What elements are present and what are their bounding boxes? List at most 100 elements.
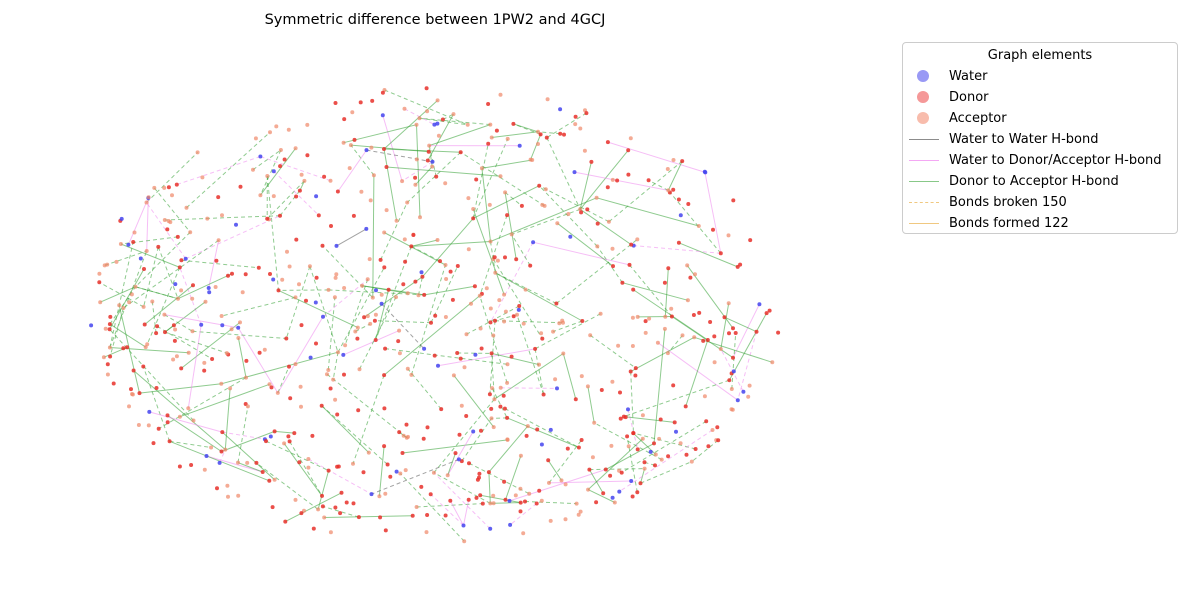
acceptor-node (398, 471, 403, 476)
acceptor-node (545, 97, 550, 102)
acceptor-node (287, 264, 292, 269)
donor-node (546, 458, 551, 463)
hbond-edge (123, 239, 219, 309)
donor-node (731, 355, 735, 360)
acceptor-node (491, 425, 496, 430)
acceptor-node (98, 300, 103, 305)
hbond-edge (488, 472, 491, 504)
hbond-edge (547, 460, 562, 481)
hbond-edge (259, 149, 282, 196)
acceptor-node (616, 343, 621, 348)
acceptor-node (402, 237, 407, 242)
hbond-edge (375, 289, 390, 341)
hbond-edge (380, 202, 408, 261)
hbond-edge (179, 383, 270, 418)
donor-node (478, 493, 483, 498)
acceptor-node (162, 185, 167, 190)
hbond-edge (143, 246, 159, 308)
acceptor-node (236, 493, 241, 498)
donor-node (378, 257, 383, 262)
acceptor-node (643, 330, 648, 335)
donor-node (580, 319, 585, 323)
hbond-edge (309, 266, 339, 353)
acceptor-node (325, 372, 329, 377)
donor-node (498, 404, 503, 409)
water-node (321, 314, 325, 319)
donor-node (174, 182, 179, 187)
hbond-edge (511, 208, 581, 235)
acceptor-node (219, 381, 224, 386)
acceptor-node (536, 142, 540, 146)
donor-node (595, 221, 600, 226)
donor-node (764, 311, 769, 316)
acceptor-node (578, 126, 583, 131)
hbond-edge (732, 303, 760, 358)
donor-node (163, 330, 167, 335)
acceptor-node (341, 140, 346, 145)
water-node (138, 256, 143, 261)
donor-node (579, 438, 584, 442)
acceptor-node (355, 325, 360, 330)
donor-node (633, 366, 638, 371)
donor-node (594, 500, 599, 505)
donor-node (421, 436, 426, 441)
donor-node (467, 461, 471, 466)
acceptor-marker-icon (917, 112, 929, 124)
acceptor-node (251, 167, 255, 172)
hbond-edge (463, 499, 470, 526)
donor-node (424, 86, 429, 91)
hbond-edge (410, 264, 446, 376)
acceptor-node (495, 258, 500, 263)
donor-node (244, 358, 249, 363)
acceptor-node (466, 247, 471, 252)
hbond-edge (344, 279, 369, 346)
acceptor-node (431, 470, 436, 475)
hbond-edge (324, 515, 413, 518)
donor-node (629, 242, 634, 247)
donor-node (666, 266, 671, 271)
acceptor-node (537, 362, 541, 367)
water-node (126, 242, 131, 247)
hbond-edge (546, 112, 587, 139)
acceptor-node (397, 328, 402, 333)
acceptor-node (588, 333, 593, 338)
acceptor-node (414, 505, 419, 509)
water-node (217, 460, 222, 465)
donor-node (459, 459, 464, 464)
donor-node (440, 117, 445, 122)
donor-node (425, 158, 430, 163)
water-node (488, 526, 493, 531)
donor-node (396, 339, 401, 344)
hbond-edge (513, 123, 541, 135)
acceptor-node (435, 98, 440, 103)
acceptor-node (403, 468, 408, 473)
donor-node (635, 490, 640, 495)
donor-node (129, 387, 133, 392)
acceptor-node (409, 372, 414, 377)
legend-item-donor: Donor (903, 87, 989, 107)
hbond-edge (277, 366, 290, 394)
donor-node (722, 315, 727, 320)
hbond-edge (383, 100, 438, 150)
water-node (610, 495, 615, 500)
acceptor-node (497, 298, 502, 303)
hbond-edge (491, 417, 508, 419)
hbond-edge (538, 185, 610, 223)
donor-node (276, 288, 281, 293)
donor-node (335, 412, 340, 417)
legend: Graph elements Water Donor Acceptor Wate… (902, 42, 1178, 234)
water-node (461, 523, 466, 528)
donor-node (282, 157, 287, 162)
donor-node (356, 408, 361, 413)
acceptor-node (238, 320, 242, 325)
acceptor-node (657, 436, 662, 441)
hbond-edge (266, 180, 305, 220)
acceptor-node (726, 301, 731, 306)
donor-node (633, 373, 638, 378)
acceptor-node (489, 135, 494, 140)
acceptor-node (502, 319, 507, 324)
hbond-edge (667, 335, 683, 354)
acceptor-node (595, 244, 600, 249)
water-node (648, 449, 653, 454)
water-node (555, 386, 559, 391)
